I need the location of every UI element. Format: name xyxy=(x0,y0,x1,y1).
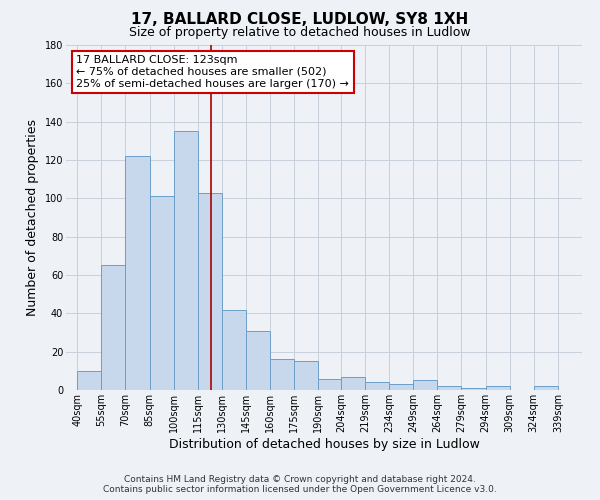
Bar xyxy=(77,371,101,390)
Text: Contains HM Land Registry data © Crown copyright and database right 2024.
Contai: Contains HM Land Registry data © Crown c… xyxy=(103,474,497,494)
Bar xyxy=(149,196,174,390)
Text: 17, BALLARD CLOSE, LUDLOW, SY8 1XH: 17, BALLARD CLOSE, LUDLOW, SY8 1XH xyxy=(131,12,469,28)
Bar xyxy=(198,192,222,390)
Text: Size of property relative to detached houses in Ludlow: Size of property relative to detached ho… xyxy=(129,26,471,39)
Bar xyxy=(485,386,509,390)
Bar xyxy=(319,378,341,390)
Bar xyxy=(341,376,365,390)
Bar xyxy=(101,266,125,390)
Bar xyxy=(125,156,149,390)
Bar xyxy=(365,382,389,390)
Y-axis label: Number of detached properties: Number of detached properties xyxy=(26,119,39,316)
Text: 17 BALLARD CLOSE: 123sqm
← 75% of detached houses are smaller (502)
25% of semi-: 17 BALLARD CLOSE: 123sqm ← 75% of detach… xyxy=(76,56,349,88)
Bar xyxy=(222,310,246,390)
Bar xyxy=(246,330,270,390)
Bar xyxy=(534,386,558,390)
Bar xyxy=(389,384,413,390)
Bar xyxy=(461,388,485,390)
X-axis label: Distribution of detached houses by size in Ludlow: Distribution of detached houses by size … xyxy=(169,438,479,450)
Bar xyxy=(294,361,319,390)
Bar xyxy=(413,380,437,390)
Bar xyxy=(174,131,198,390)
Bar xyxy=(437,386,461,390)
Bar xyxy=(270,360,294,390)
